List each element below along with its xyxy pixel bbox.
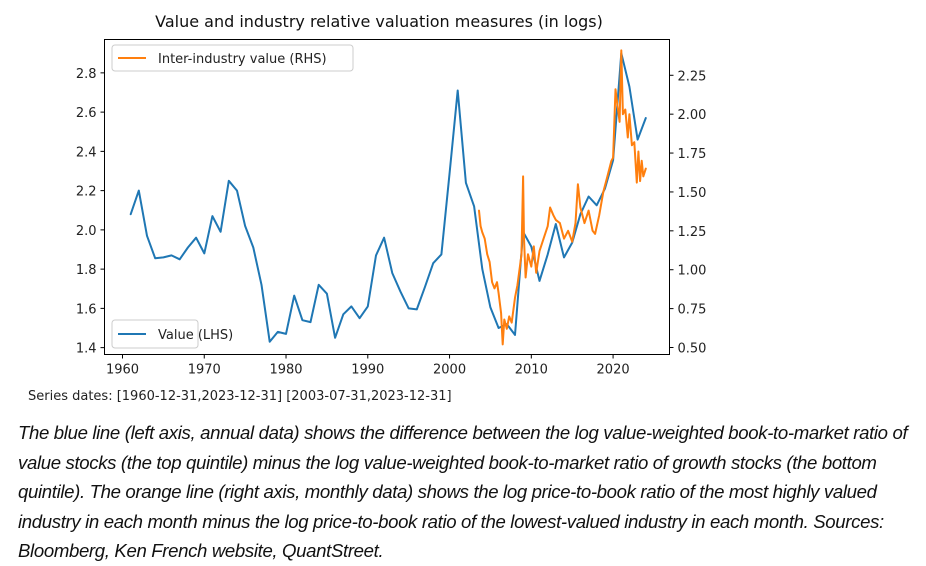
x-tick-label: 2000 [433,363,466,378]
legend-rhs-box [111,44,354,72]
x-tick-label: 1970 [188,363,221,378]
y-left-tick-label: 2.4 [76,145,97,160]
plot-lines [129,49,647,346]
y-left-tick-label: 2.8 [76,67,97,82]
y-right-tick-label: 0.50 [678,342,707,357]
y-left-tick-label: 1.4 [76,342,97,357]
series-line-inter-industry-value [478,49,647,346]
legend-rhs: Inter-industry value (RHS) [111,44,354,72]
x-tick-label: 1990 [351,363,384,378]
chart: Value and industry relative valuation me… [76,12,707,378]
chart-title: Value and industry relative valuation me… [155,12,603,31]
y-right-tick-label: 1.00 [678,264,707,279]
series-dates-note: Series dates: [1960-12-31,2023-12-31] [2… [28,389,452,404]
x-tick-label: 2010 [515,363,548,378]
y-right-tick-label: 0.75 [678,303,707,318]
plot-frame [104,39,670,355]
y-right-tick-label: 1.75 [678,147,707,162]
legend-lhs-label: Value (LHS) [158,328,233,343]
y-left-tick-label: 2.6 [76,106,97,121]
y-left-tick-label: 1.8 [76,263,97,278]
x-tick-label: 1960 [106,363,139,378]
y-left-tick-label: 1.6 [76,302,97,317]
y-right-tick-label: 1.50 [678,186,707,201]
series-line-value [129,52,647,343]
y-right-tick-label: 1.25 [678,225,707,240]
y-right-tick-label: 2.00 [678,108,707,123]
y-left-tick-label: 2.0 [76,224,97,239]
legend-rhs-label: Inter-industry value (RHS) [158,52,327,67]
x-tick-label: 2020 [597,363,630,378]
x-tick-label: 1980 [269,363,302,378]
y-axis-right: 0.50 0.75 1.00 1.25 1.50 1.75 2.00 2.25 [669,69,707,357]
y-axis-left: 1.4 1.6 1.8 2.0 2.2 2.4 2.6 2.8 [76,67,105,357]
x-axis: 1960 1970 1980 1990 2000 2010 2020 [106,354,630,378]
legend-lhs-box [111,319,199,349]
figure-caption: The blue line (left axis, annual data) s… [18,422,908,561]
y-left-tick-label: 2.2 [76,185,97,200]
y-right-tick-label: 2.25 [678,69,707,84]
legend-lhs: Value (LHS) [111,319,233,349]
